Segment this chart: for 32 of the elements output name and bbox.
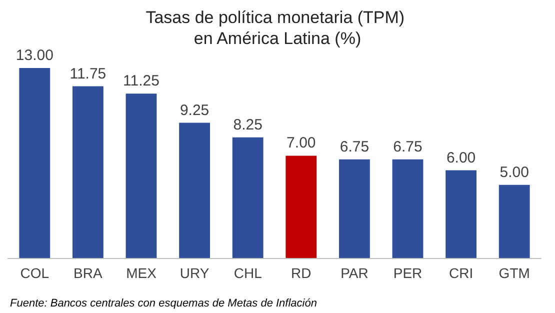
chart-title: Tasas de política monetaria (TPM) en América Latina (%)	[146, 8, 410, 48]
bar	[498, 184, 530, 258]
bar	[126, 94, 157, 258]
data-label: 5.00	[500, 164, 529, 181]
bar	[19, 68, 50, 258]
x-tick-label: GTM	[498, 265, 530, 281]
x-tick-label: URY	[180, 265, 210, 281]
data-label: 7.00	[286, 134, 316, 152]
bar	[338, 159, 370, 258]
x-tick-label: COL	[20, 265, 50, 281]
data-label: 6.00	[446, 149, 476, 166]
x-tick-label: CRI	[448, 265, 474, 281]
x-tick-label: BRA	[74, 265, 103, 281]
x-tick-label: PER	[393, 265, 422, 281]
data-label: 11.75	[70, 65, 106, 82]
data-label: 13.00	[16, 47, 54, 64]
x-tick-label: CHL	[234, 265, 262, 281]
data-label: 8.25	[233, 116, 262, 134]
source-note: Fuente: Bancos centrales con esquemas de Metas de Inflación	[10, 298, 317, 310]
bar	[232, 137, 264, 258]
data-label: 6.75	[393, 138, 422, 156]
x-tick-label: MEX	[126, 265, 158, 281]
bar	[179, 122, 210, 258]
bar	[286, 156, 317, 258]
bar	[392, 159, 424, 258]
data-label: 6.75	[340, 138, 370, 156]
bar	[446, 170, 477, 258]
x-tick-label: PAR	[340, 265, 368, 281]
data-label: 9.25	[180, 102, 210, 119]
x-tick-label: RD	[291, 265, 312, 281]
bar	[72, 86, 104, 258]
data-label: 11.25	[123, 72, 160, 90]
